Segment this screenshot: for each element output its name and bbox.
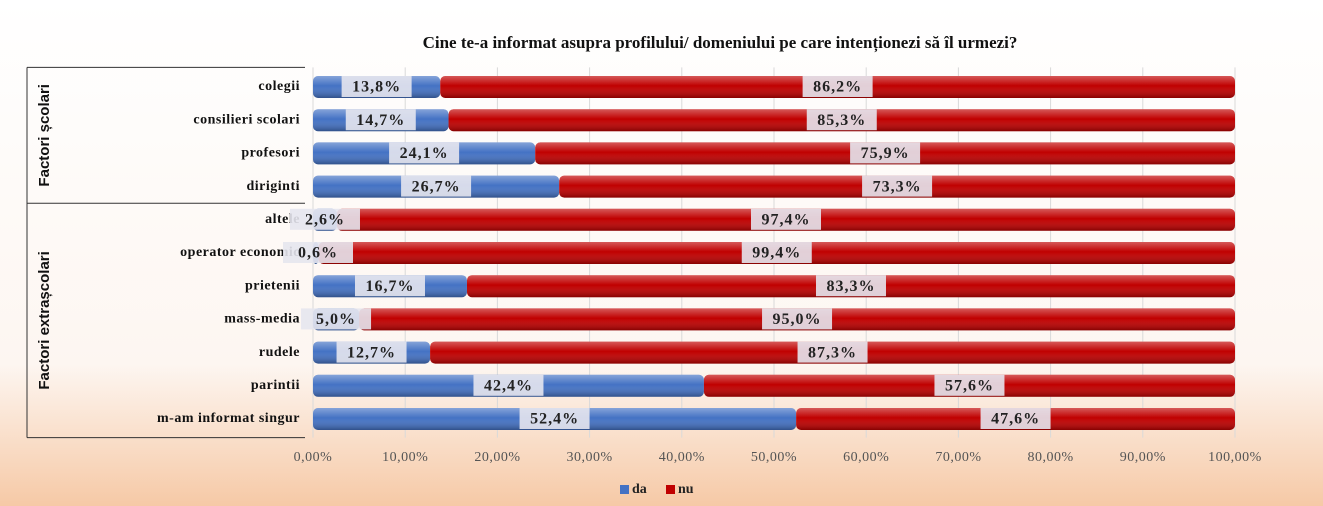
value-label: 95,0% [773, 311, 822, 328]
value-label-bg [934, 374, 1005, 396]
value-label-bg [741, 242, 812, 263]
value-label-bg [283, 242, 353, 263]
x-tick-label: 100,00% [1208, 450, 1262, 465]
chart-title: Cine te-a informat asupra profilului/ do… [423, 33, 1018, 53]
value-label-bg [797, 341, 868, 363]
value-label: 85,3% [817, 112, 866, 129]
x-tick-label: 60,00% [843, 450, 889, 465]
value-label-bg [473, 374, 544, 396]
category-label: operator economic [180, 245, 300, 260]
category-label: parintii [251, 378, 300, 393]
value-label-bg [815, 275, 886, 297]
legend-swatch [620, 485, 629, 494]
value-label-bg [762, 308, 833, 330]
x-tick-label: 50,00% [751, 450, 797, 465]
value-label: 24,1% [400, 145, 449, 162]
category-label: colegii [258, 79, 300, 94]
category-label: rudele [259, 345, 300, 360]
value-label: 13,8% [352, 79, 401, 96]
value-label: 42,4% [484, 377, 533, 394]
category-label: diriginti [246, 179, 300, 194]
value-label-bg [345, 109, 416, 131]
value-label-bg [401, 175, 472, 197]
x-tick-label: 20,00% [474, 450, 520, 465]
value-label-bg [750, 208, 821, 230]
category-label: m-am informat singur [157, 411, 300, 426]
value-label-bg [802, 76, 873, 97]
legend-label: nu [678, 482, 694, 497]
group-label: Factori școlari [36, 84, 53, 187]
value-label: 86,2% [813, 79, 862, 96]
value-label: 99,4% [752, 245, 801, 262]
value-label-bg [336, 341, 407, 363]
value-label-bg [806, 109, 877, 131]
value-label-bg [519, 408, 590, 429]
x-tick-label: 70,00% [935, 450, 981, 465]
x-tick-label: 0,00% [294, 450, 333, 465]
value-label: 57,6% [945, 377, 994, 394]
value-label-bg [980, 408, 1051, 429]
value-label: 16,7% [365, 278, 414, 295]
x-tick-label: 40,00% [659, 450, 705, 465]
value-label: 12,7% [347, 344, 396, 361]
value-label: 75,9% [861, 145, 910, 162]
category-label: mass-media [224, 312, 300, 327]
value-label-bg [862, 175, 933, 197]
value-label: 5,0% [316, 311, 356, 328]
value-label: 26,7% [412, 178, 461, 195]
value-label: 2,6% [305, 211, 345, 228]
category-label: consilieri scolari [193, 112, 300, 127]
x-tick-label: 10,00% [382, 450, 428, 465]
legend-swatch [666, 485, 675, 494]
legend-label: da [632, 482, 647, 497]
value-label-bg [289, 208, 360, 230]
x-tick-label: 30,00% [567, 450, 613, 465]
value-label-bg [850, 142, 921, 164]
value-label: 73,3% [873, 178, 922, 195]
x-tick-label: 90,00% [1120, 450, 1166, 465]
value-label: 14,7% [356, 112, 405, 129]
value-label-bg [341, 76, 412, 97]
x-tick-label: 80,00% [1028, 450, 1074, 465]
category-label: prietenii [245, 278, 300, 293]
value-label-bg [389, 142, 460, 164]
value-label-bg [301, 308, 372, 330]
value-label: 0,6% [298, 245, 338, 262]
group-label: Factori extrașcolari [36, 251, 53, 389]
value-label: 87,3% [808, 344, 857, 361]
value-label: 97,4% [761, 211, 810, 228]
value-label-bg [354, 275, 425, 297]
value-label: 47,6% [991, 411, 1040, 428]
value-label: 52,4% [530, 411, 579, 428]
value-label: 83,3% [826, 278, 875, 295]
category-label: profesori [241, 146, 300, 161]
